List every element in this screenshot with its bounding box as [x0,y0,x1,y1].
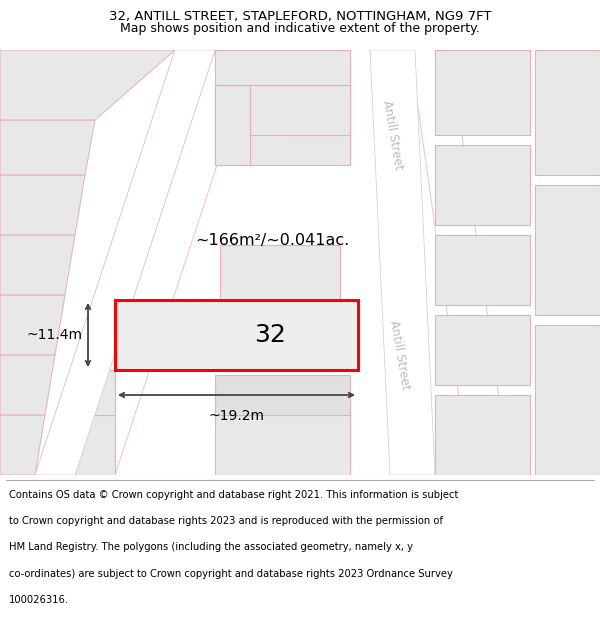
Polygon shape [0,355,55,415]
Polygon shape [370,50,435,475]
Polygon shape [0,50,175,120]
Polygon shape [215,415,350,475]
Polygon shape [215,85,350,165]
Polygon shape [290,85,350,135]
Polygon shape [435,235,530,305]
Polygon shape [75,370,115,415]
Text: Contains OS data © Crown copyright and database right 2021. This information is : Contains OS data © Crown copyright and d… [9,490,458,500]
Text: Antill Street: Antill Street [388,319,413,391]
Text: 32, ANTILL STREET, STAPLEFORD, NOTTINGHAM, NG9 7FT: 32, ANTILL STREET, STAPLEFORD, NOTTINGHA… [109,10,491,23]
Polygon shape [435,315,530,385]
Polygon shape [0,365,35,475]
Polygon shape [435,395,530,475]
Polygon shape [215,85,250,165]
Text: Map shows position and indicative extent of the property.: Map shows position and indicative extent… [120,22,480,35]
Text: HM Land Registry. The polygons (including the associated geometry, namely x, y: HM Land Registry. The polygons (includin… [9,542,413,552]
Polygon shape [35,50,215,475]
Polygon shape [220,245,340,320]
Polygon shape [535,50,600,175]
Text: 32: 32 [254,323,286,347]
Polygon shape [0,415,45,475]
Polygon shape [0,235,75,295]
Text: 100026316.: 100026316. [9,595,69,605]
Text: ~19.2m: ~19.2m [209,409,265,423]
Text: ~166m²/~0.041ac.: ~166m²/~0.041ac. [195,232,349,248]
Polygon shape [215,50,350,85]
Polygon shape [0,120,95,175]
Polygon shape [0,325,5,365]
Text: to Crown copyright and database rights 2023 and is reproduced with the permissio: to Crown copyright and database rights 2… [9,516,443,526]
Polygon shape [435,145,530,225]
Polygon shape [75,415,115,475]
Text: ~11.4m: ~11.4m [27,328,83,342]
Polygon shape [535,325,600,475]
Polygon shape [250,85,350,135]
Text: Antill Street: Antill Street [380,99,406,171]
Polygon shape [215,375,350,415]
Polygon shape [435,50,530,135]
Polygon shape [0,175,85,235]
Polygon shape [0,295,65,355]
Polygon shape [535,185,600,315]
Text: co-ordinates) are subject to Crown copyright and database rights 2023 Ordnance S: co-ordinates) are subject to Crown copyr… [9,569,453,579]
Polygon shape [115,300,358,370]
